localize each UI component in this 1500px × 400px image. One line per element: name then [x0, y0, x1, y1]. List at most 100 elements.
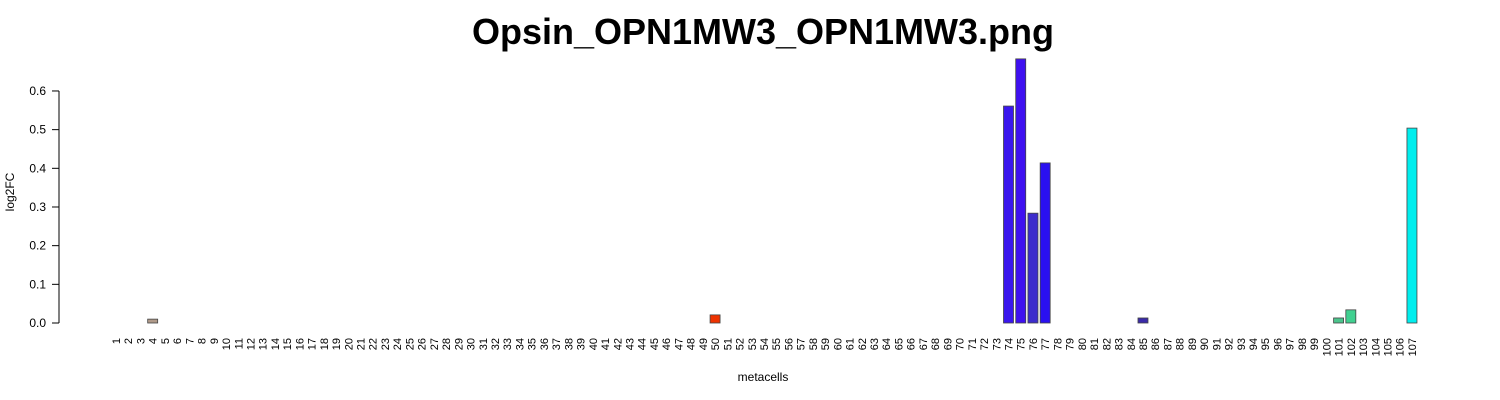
x-tick-label: 35: [527, 338, 539, 350]
x-tick-label: 14: [270, 338, 282, 350]
x-tick-label: 9: [209, 338, 221, 344]
x-tick-label: 11: [233, 338, 245, 349]
x-tick-label: 72: [979, 338, 991, 350]
x-tick-label: 31: [478, 338, 490, 350]
x-tick-label: 20: [343, 338, 355, 350]
x-tick-label: 44: [637, 338, 649, 350]
x-tick-label: 57: [796, 338, 808, 350]
x-tick-label: 37: [551, 338, 563, 350]
y-tick-label: 0.0: [29, 316, 46, 330]
x-tick-label: 21: [356, 338, 368, 350]
x-tick-label: 40: [588, 338, 600, 350]
x-tick-label: 47: [673, 338, 685, 350]
x-tick-label: 85: [1138, 338, 1150, 350]
x-tick-label: 79: [1065, 338, 1077, 350]
x-tick-label: 71: [967, 338, 979, 350]
x-tick-label: 38: [563, 338, 575, 350]
x-tick-label: 81: [1089, 338, 1101, 350]
x-tick-label: 97: [1285, 338, 1297, 350]
x-tick-label: 68: [930, 338, 942, 350]
x-tick-label: 62: [857, 338, 869, 350]
x-tick-label: 26: [417, 338, 429, 350]
x-tick-label: 105: [1383, 338, 1395, 356]
x-tick-label: 5: [160, 338, 172, 344]
x-tick-label: 46: [661, 338, 673, 350]
x-tick-label: 103: [1358, 338, 1370, 356]
chart-title: Opsin_OPN1MW3_OPN1MW3.png: [472, 11, 1054, 52]
x-tick-label: 49: [698, 338, 710, 350]
x-tick-label: 8: [197, 338, 209, 344]
x-tick-label: 98: [1297, 338, 1309, 350]
x-tick-label: 84: [1126, 338, 1138, 350]
x-tick-label: 83: [1114, 338, 1126, 350]
x-tick-label: 7: [184, 338, 196, 344]
x-tick-label: 66: [906, 338, 918, 350]
bar: [1027, 212, 1039, 324]
x-tick-label: 17: [307, 338, 319, 350]
x-tick-label: 75: [1016, 338, 1028, 350]
x-tick-label: 36: [539, 338, 551, 350]
x-tick-label: 82: [1101, 338, 1113, 350]
x-tick-label: 69: [942, 338, 954, 350]
x-tick-label: 87: [1162, 338, 1174, 350]
x-tick-label: 59: [820, 338, 832, 350]
x-tick-label: 15: [282, 338, 294, 350]
x-tick-label: 29: [453, 338, 465, 350]
x-tick-label: 61: [845, 338, 857, 350]
x-tick-label: 3: [135, 338, 147, 344]
x-tick-label: 42: [612, 338, 624, 350]
bar: [1015, 58, 1027, 324]
x-tick-label: 70: [955, 338, 967, 350]
x-tick-label: 51: [722, 338, 734, 350]
x-tick-label: 52: [735, 338, 747, 350]
x-tick-label: 76: [1028, 338, 1040, 350]
x-tick-label: 54: [759, 338, 771, 350]
y-tick-label: 0.1: [29, 277, 46, 291]
x-tick-label: 53: [747, 338, 759, 350]
x-tick-label: 104: [1370, 338, 1382, 356]
x-tick-label: 16: [294, 338, 306, 350]
x-tick-label: 13: [258, 338, 270, 350]
x-tick-label: 41: [600, 338, 612, 350]
bar: [1345, 309, 1357, 324]
x-tick-label: 96: [1272, 338, 1284, 350]
x-tick-label: 86: [1150, 338, 1162, 350]
x-tick-label: 78: [1052, 338, 1064, 350]
x-tick-label: 45: [649, 338, 661, 350]
x-tick-label: 74: [1003, 338, 1015, 350]
x-tick-label: 25: [404, 338, 416, 350]
x-tick-label: 56: [783, 338, 795, 350]
y-axis-label: log2FC: [3, 172, 17, 211]
x-tick-label: 67: [918, 338, 930, 350]
x-tick-label: 24: [392, 338, 404, 350]
bar: [1003, 105, 1014, 324]
x-tick-label: 55: [771, 338, 783, 350]
x-tick-label: 89: [1187, 338, 1199, 350]
x-tick-label: 77: [1040, 338, 1052, 350]
x-tick-label: 60: [832, 338, 844, 350]
x-tick-label: 10: [221, 338, 233, 350]
x-tick-label: 93: [1236, 338, 1248, 350]
x-tick-label: 92: [1224, 338, 1236, 350]
x-tick-label: 32: [490, 338, 502, 350]
x-tick-label: 19: [331, 338, 343, 350]
x-tick-label: 39: [576, 338, 588, 350]
x-tick-label: 90: [1199, 338, 1211, 350]
y-tick-label: 0.4: [29, 161, 46, 175]
bar: [709, 314, 721, 324]
x-tick-label: 6: [172, 338, 184, 344]
x-tick-label: 63: [869, 338, 881, 350]
bar: [1137, 317, 1149, 324]
x-tick-label: 2: [123, 338, 135, 344]
x-tick-label: 58: [808, 338, 820, 350]
x-tick-label: 94: [1248, 338, 1260, 350]
x-tick-label: 88: [1175, 338, 1187, 350]
x-tick-label: 28: [441, 338, 453, 350]
bar: [1333, 317, 1344, 324]
x-tick-label: 64: [881, 338, 893, 350]
y-tick-label: 0.5: [29, 123, 46, 137]
y-tick-label: 0.3: [29, 200, 46, 214]
bar: [147, 318, 159, 324]
